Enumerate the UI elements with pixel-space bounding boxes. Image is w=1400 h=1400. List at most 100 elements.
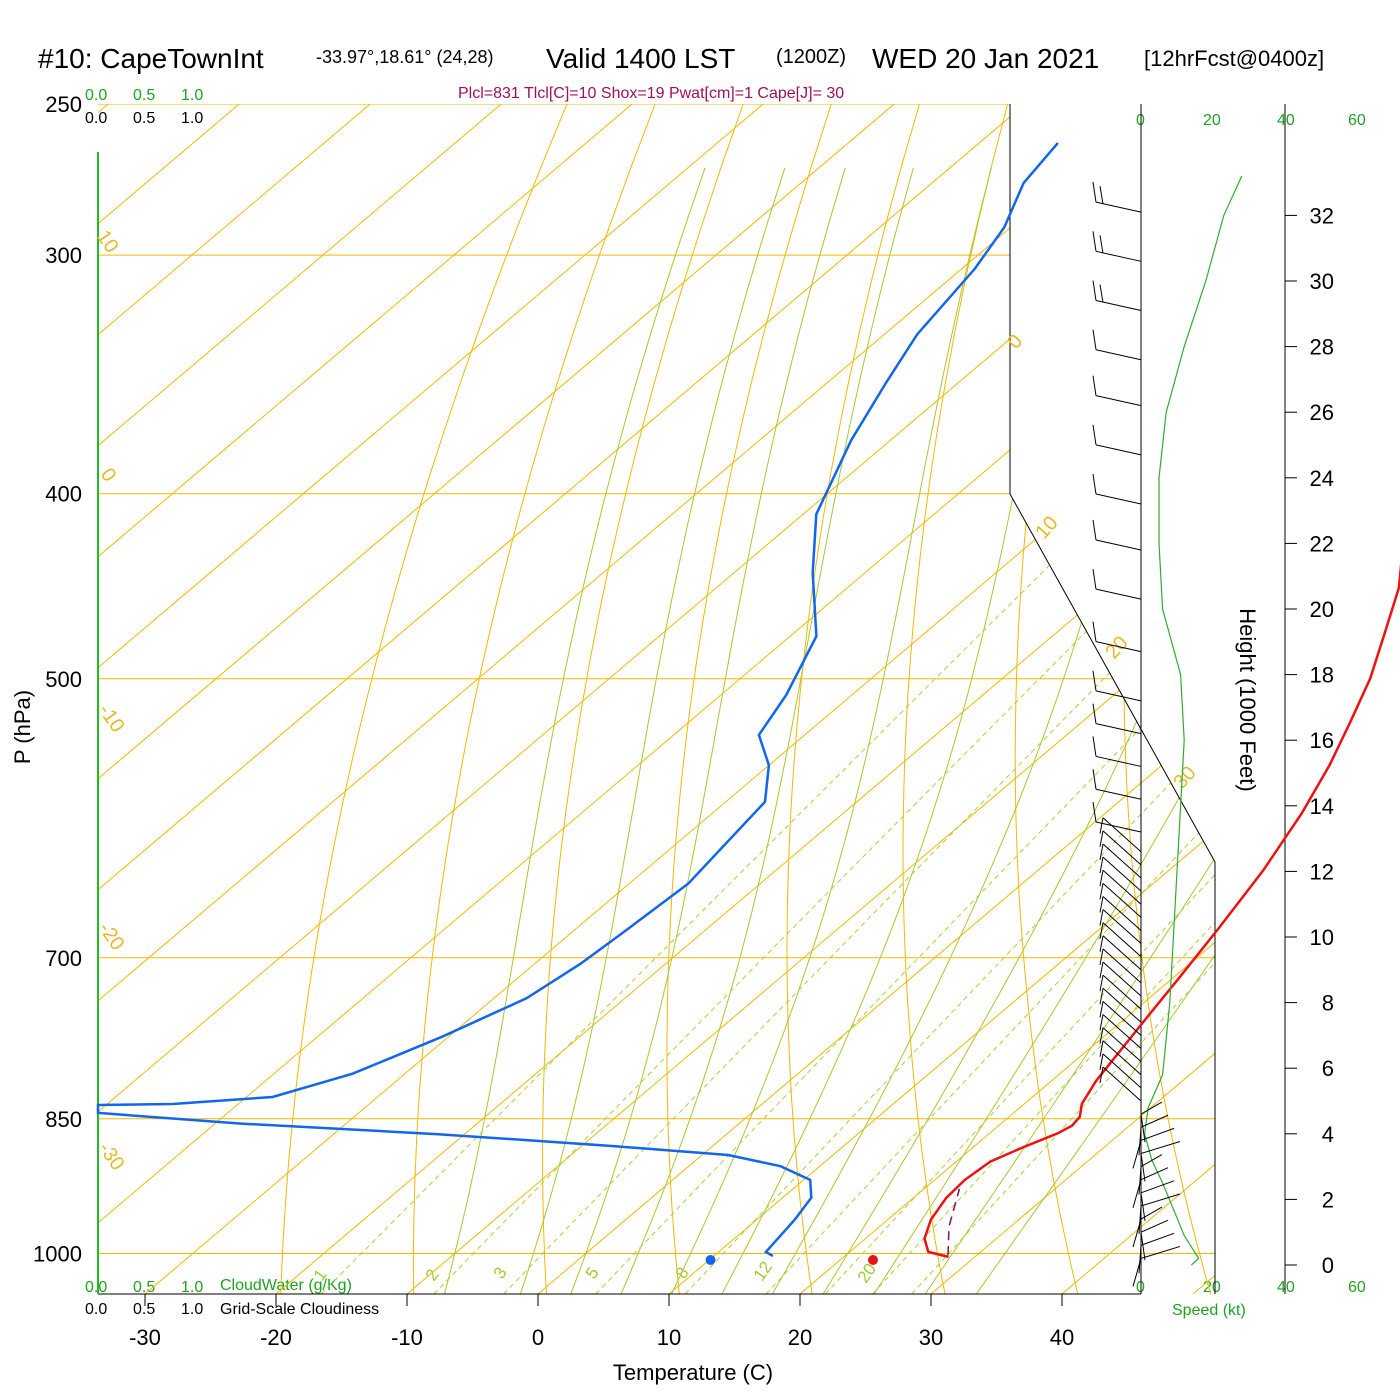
pressure-label-1000: 1000 — [33, 1242, 82, 1267]
bottom-black-scale-2: 1.0 — [181, 1301, 203, 1318]
wind-barb-18 — [1099, 987, 1142, 1023]
isotherm--50 — [98, 104, 1215, 1294]
wind-barb-39 — [1092, 519, 1142, 551]
moist-adiabat--10 — [444, 167, 706, 1294]
moist-adiabat--4 — [519, 167, 786, 1294]
isotherm-50 — [1192, 104, 1215, 1294]
height-label-14: 14 — [1310, 794, 1334, 819]
x-axis-label: Temperature (C) — [613, 1360, 773, 1385]
wind-barb-42 — [1092, 375, 1142, 407]
wind-speed-label: Speed (kt) — [1172, 1302, 1246, 1319]
wind-barb-32 — [1092, 801, 1142, 833]
x-tick-label-40: 40 — [1050, 1325, 1074, 1350]
surface-dewpoint-marker — [705, 1255, 716, 1265]
isotherm--110 — [98, 104, 502, 1294]
wind-speed-line — [1143, 175, 1243, 1266]
height-label-26: 26 — [1310, 400, 1334, 425]
wind-barb-41 — [1092, 424, 1142, 456]
wind-barb-31 — [1099, 817, 1142, 853]
height-label-32: 32 — [1310, 203, 1334, 228]
mixing-ratio-label-20: 20 — [854, 1260, 880, 1286]
moist-adiabat-32 — [975, 167, 1215, 1294]
wind-scale-bottom-60: 60 — [1348, 1279, 1366, 1296]
isotherm--20 — [275, 104, 1215, 1294]
wind-barb-5 — [1140, 1180, 1175, 1221]
mixing-ratio-24 — [911, 493, 1215, 1294]
isotherm--30 — [144, 104, 1215, 1294]
wind-barb-46 — [1092, 182, 1142, 213]
top-green-scale-2: 1.0 — [181, 87, 203, 104]
top-black-scale-1: 0.5 — [133, 110, 155, 127]
wind-barb-25 — [1099, 896, 1142, 931]
dry-adiabat-290 — [786, 104, 920, 1294]
wind-barb-45 — [1092, 231, 1142, 262]
wind-scale-top-40: 40 — [1277, 112, 1295, 129]
height-label-22: 22 — [1310, 531, 1334, 556]
bottom-green-scale-1: 0.5 — [133, 1279, 155, 1296]
wind-barb-27 — [1099, 869, 1142, 905]
wind-barb-44 — [1092, 280, 1142, 312]
utc-time: (1200Z) — [776, 46, 846, 68]
wind-barb-15 — [1099, 1027, 1142, 1063]
wind-barb-13 — [1099, 1053, 1142, 1089]
cloudiness-label: Grid-Scale Cloudiness — [220, 1301, 379, 1318]
height-label-20: 20 — [1310, 597, 1334, 622]
height-label-10: 10 — [1310, 925, 1334, 950]
wind-scale-bottom-20: 20 — [1203, 1279, 1221, 1296]
axis-ticks: -30 -20 -10 0 10 20 30 402503004005007008501000… — [33, 92, 1334, 1350]
x-tick-label-30: 30 — [919, 1325, 943, 1350]
isotherm--40 — [98, 104, 1215, 1294]
wind-barb-14 — [1099, 1040, 1142, 1076]
mixing-ratio-3 — [503, 493, 1215, 1294]
height-label-12: 12 — [1310, 859, 1334, 884]
isotherm-label-1: 0 — [96, 464, 120, 486]
valid-time: Valid 1400 LST — [546, 43, 735, 74]
thermo-grid — [98, 104, 1215, 1294]
wind-scale-top-60: 60 — [1348, 112, 1366, 129]
height-label-4: 4 — [1322, 1122, 1334, 1147]
height-axis-label: Height (1000 Feet) — [1235, 608, 1260, 791]
dry-adiabat-270 — [542, 104, 744, 1294]
height-label-0: 0 — [1322, 1253, 1334, 1278]
bottom-green-scale-2: 1.0 — [181, 1279, 203, 1296]
mixing-ratio-label-8: 8 — [672, 1264, 693, 1283]
wind-barb-16 — [1099, 1014, 1142, 1049]
x-tick-label-20: 20 — [788, 1325, 812, 1350]
wind-barb-1 — [1138, 1232, 1175, 1274]
wind-barb-12 — [1099, 1066, 1142, 1102]
forecast-info: [12hrFcst@0400z] — [1144, 46, 1324, 71]
height-label-18: 18 — [1310, 663, 1334, 688]
valid-date: WED 20 Jan 2021 — [872, 43, 1099, 74]
wind-barb-43 — [1092, 329, 1142, 361]
height-label-6: 6 — [1322, 1056, 1334, 1081]
wind-barb-37 — [1092, 621, 1142, 653]
y-axis-label: P (hPa) — [10, 690, 35, 764]
moist-adiabat-20 — [822, 167, 1215, 1294]
isotherm-30 — [930, 104, 1215, 1294]
isotherm-label-2: -10 — [94, 700, 129, 736]
mixing-ratio-1 — [320, 493, 1122, 1294]
wind-barb-6 — [1132, 1167, 1169, 1208]
wind-barb-26 — [1099, 882, 1142, 918]
moist-adiabat-0 — [570, 167, 846, 1294]
wind-barb-22 — [1099, 935, 1142, 971]
moist-adiabat-8 — [671, 167, 992, 1294]
x-tick-label-10: 10 — [657, 1325, 681, 1350]
mixing-ratio-12 — [765, 493, 1215, 1294]
wind-barb-36 — [1092, 670, 1142, 702]
isotherm-10 — [668, 104, 1215, 1294]
wind-barb-33 — [1092, 769, 1142, 800]
wind-barb-35 — [1092, 703, 1142, 735]
top-green-scale-0: 0.0 — [85, 87, 107, 104]
dry-adiabat-250 — [280, 104, 568, 1294]
station-title: #10: CapeTownInt — [38, 43, 264, 74]
wind-barb-19 — [1099, 974, 1142, 1010]
wind-barb-34 — [1092, 736, 1142, 767]
temperature-line — [923, 563, 1400, 1259]
wind-barb-38 — [1092, 569, 1142, 600]
x-tick-label-0: 0 — [532, 1325, 544, 1350]
pressure-label-500: 500 — [45, 667, 82, 692]
isotherm-label-7: 20 — [1101, 632, 1132, 663]
mixing-ratio-label-5: 5 — [582, 1264, 603, 1283]
wind-barb-20 — [1099, 961, 1142, 997]
